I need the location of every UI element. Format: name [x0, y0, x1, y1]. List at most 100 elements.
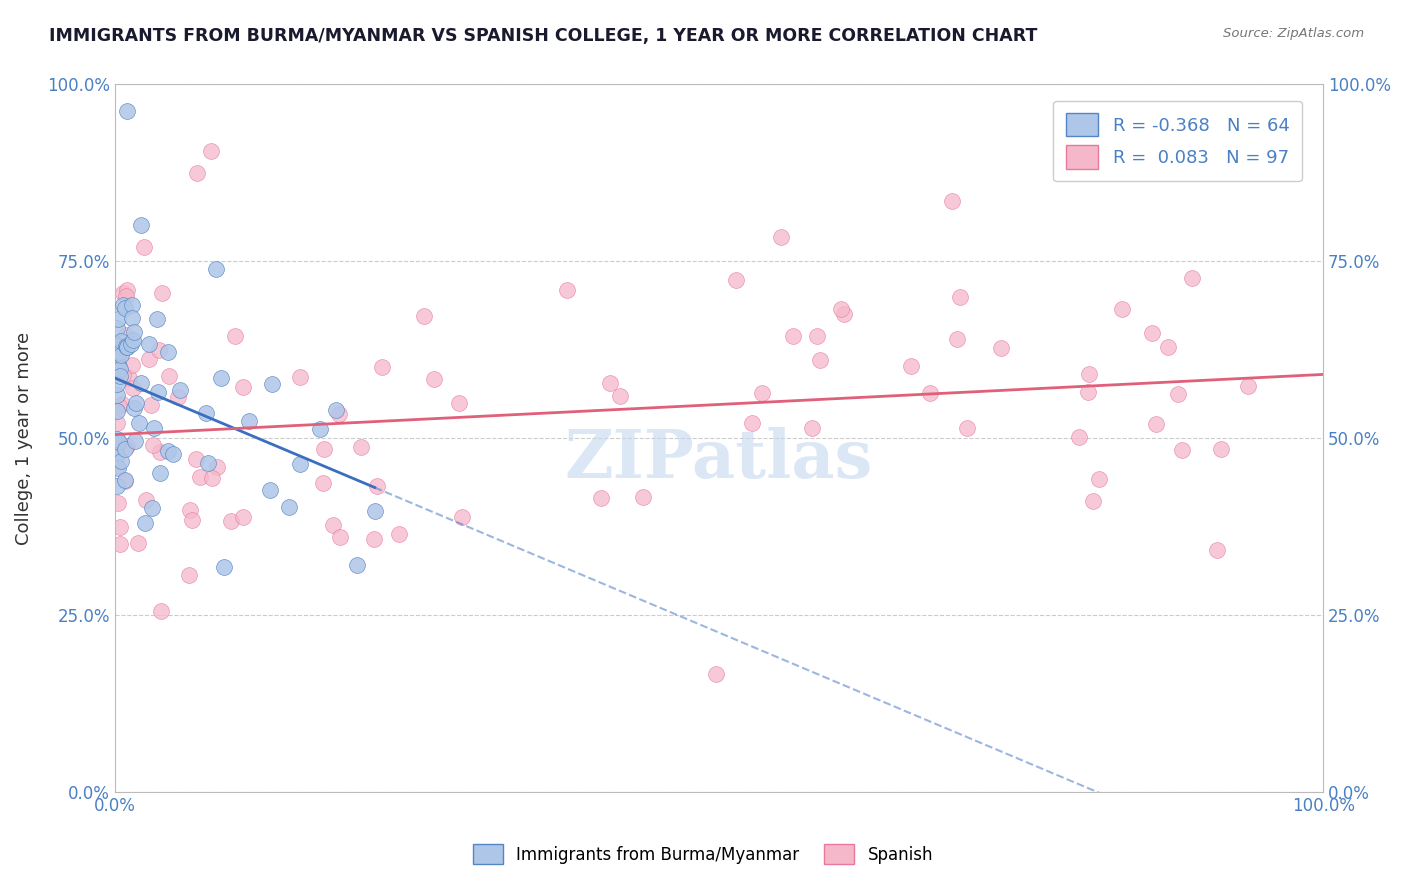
Point — [105, 321, 128, 335]
Point — [108, 435, 131, 450]
Point — [107, 345, 129, 359]
Point — [121, 310, 143, 325]
Point — [194, 406, 217, 420]
Point — [107, 357, 129, 371]
Point — [1209, 442, 1232, 456]
Point — [589, 491, 612, 505]
Text: Source: ZipAtlas.com: Source: ZipAtlas.com — [1223, 27, 1364, 40]
Point — [111, 285, 134, 300]
Point — [197, 456, 219, 470]
Point — [990, 341, 1012, 355]
Point — [741, 417, 763, 431]
Point — [1206, 543, 1229, 558]
Point — [121, 298, 143, 312]
Point — [157, 345, 180, 359]
Point — [105, 403, 128, 417]
Point — [948, 290, 970, 304]
Point — [169, 383, 191, 397]
Point — [105, 448, 128, 462]
Point — [609, 389, 631, 403]
Point — [124, 396, 146, 410]
Point — [1171, 443, 1194, 458]
Point — [120, 337, 142, 351]
Point — [232, 380, 254, 394]
Point — [1077, 385, 1099, 400]
Point — [806, 329, 828, 343]
Point — [111, 397, 134, 411]
Point — [148, 343, 170, 357]
Point — [1111, 301, 1133, 316]
Point — [288, 370, 311, 384]
Point — [107, 360, 129, 375]
Point — [148, 445, 170, 459]
Point — [219, 514, 242, 528]
Point — [918, 386, 941, 401]
Point — [1157, 340, 1180, 354]
Point — [110, 454, 132, 468]
Point — [110, 369, 132, 384]
Point — [325, 403, 347, 417]
Point — [118, 371, 141, 385]
Point — [366, 479, 388, 493]
Point — [388, 527, 411, 541]
Point — [312, 476, 335, 491]
Point — [124, 434, 146, 449]
Point — [110, 334, 132, 348]
Point — [1237, 379, 1260, 393]
Point — [105, 416, 128, 430]
Point — [110, 348, 132, 362]
Point — [122, 333, 145, 347]
Point — [138, 337, 160, 351]
Point — [112, 298, 135, 312]
Point — [139, 398, 162, 412]
Point — [110, 346, 132, 360]
Point — [224, 328, 246, 343]
Point — [322, 517, 344, 532]
Point — [114, 301, 136, 315]
Point — [107, 311, 129, 326]
Point — [122, 326, 145, 340]
Point — [238, 414, 260, 428]
Point — [142, 438, 165, 452]
Point — [141, 500, 163, 515]
Point — [108, 362, 131, 376]
Point — [156, 444, 179, 458]
Point — [114, 473, 136, 487]
Legend: Immigrants from Burma/Myanmar, Spanish: Immigrants from Burma/Myanmar, Spanish — [467, 838, 939, 871]
Point — [129, 376, 152, 390]
Point — [290, 458, 312, 472]
Point — [205, 459, 228, 474]
Point — [370, 359, 392, 374]
Point — [117, 103, 139, 118]
Point — [312, 442, 335, 456]
Point — [107, 496, 129, 510]
Point — [105, 459, 128, 474]
Point — [808, 352, 831, 367]
Point — [184, 451, 207, 466]
Point — [363, 533, 385, 547]
Point — [412, 309, 434, 323]
Point — [105, 377, 128, 392]
Point — [830, 302, 852, 317]
Point — [770, 229, 793, 244]
Point — [179, 502, 201, 516]
Point — [105, 338, 128, 352]
Point — [350, 440, 373, 454]
Point — [364, 504, 387, 518]
Point — [212, 560, 235, 574]
Point — [105, 479, 128, 493]
Point — [115, 289, 138, 303]
Point — [200, 144, 222, 158]
Point — [115, 340, 138, 354]
Point — [114, 442, 136, 456]
Point — [329, 530, 352, 544]
Point — [259, 483, 281, 498]
Point — [232, 509, 254, 524]
Point — [181, 513, 204, 527]
Point — [115, 339, 138, 353]
Point — [451, 510, 474, 524]
Point — [114, 475, 136, 489]
Legend: R = -0.368   N = 64, R =  0.083   N = 97: R = -0.368 N = 64, R = 0.083 N = 97 — [1053, 101, 1302, 181]
Point — [150, 285, 173, 300]
Point — [105, 338, 128, 352]
